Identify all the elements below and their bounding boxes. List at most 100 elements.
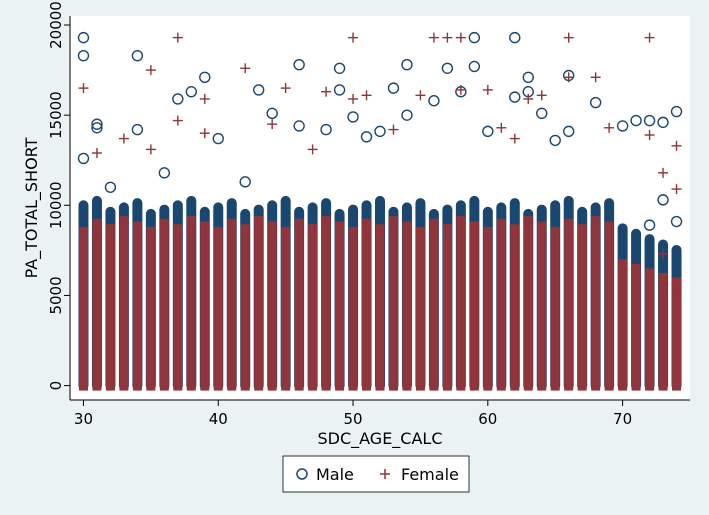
legend-box — [282, 455, 470, 493]
point-male — [670, 215, 683, 228]
point-male — [199, 71, 211, 83]
point-male — [131, 123, 144, 136]
point-female — [145, 144, 156, 155]
density-band-female — [186, 216, 196, 391]
density-band-female — [227, 218, 237, 391]
density-band-female — [456, 216, 466, 391]
point-female — [118, 133, 129, 144]
y-tick-label: 0 — [47, 381, 65, 391]
point-male — [185, 86, 198, 98]
density-band-female — [375, 224, 385, 391]
density-band-female — [173, 224, 183, 391]
y-axis-ticks: 0 5000 10000 15000 20000 — [47, 1, 70, 390]
density-band-female — [658, 272, 668, 391]
density-band-female — [591, 216, 601, 391]
point-female — [671, 184, 682, 195]
point-male — [509, 31, 521, 44]
point-female — [671, 140, 682, 151]
point-male — [468, 31, 481, 44]
point-male — [643, 219, 656, 231]
density-band-female — [105, 224, 115, 391]
density-band-female — [523, 216, 533, 391]
point-male — [401, 109, 413, 121]
point-female — [644, 129, 655, 140]
point-female — [172, 115, 183, 126]
x-axis-ticks: 30 40 50 60 70 — [74, 400, 632, 428]
density-band-female — [510, 224, 520, 391]
y-tick-label: 10000 — [47, 181, 65, 229]
point-female — [348, 93, 359, 104]
legend-marker-male — [296, 468, 308, 480]
density-band-female — [78, 226, 88, 391]
point-male — [482, 125, 494, 138]
density-band-female — [240, 224, 250, 391]
density-band-female — [577, 224, 587, 391]
point-male — [670, 105, 683, 118]
point-male — [374, 125, 386, 138]
point-female — [604, 122, 615, 133]
point-male — [333, 84, 346, 96]
point-male — [401, 58, 413, 71]
density-band-female — [335, 221, 345, 391]
point-male — [77, 31, 90, 44]
density-band-female — [537, 221, 547, 391]
point-male — [536, 107, 548, 120]
x-tick-label: 70 — [613, 410, 632, 428]
point-male — [91, 118, 103, 130]
point-male — [212, 132, 224, 145]
point-male — [509, 91, 521, 103]
density-band-female — [672, 277, 682, 391]
point-female — [442, 32, 453, 43]
x-tick-label: 50 — [343, 410, 362, 428]
point-female — [658, 248, 669, 259]
density-band-female — [213, 226, 223, 391]
point-female — [280, 83, 291, 94]
point-male — [616, 120, 629, 132]
point-male — [347, 111, 359, 123]
legend: Male Female — [282, 455, 470, 493]
point-female — [348, 32, 359, 43]
legend-marker-female — [380, 469, 390, 479]
x-tick-label: 60 — [478, 410, 497, 428]
x-tick-label: 40 — [209, 410, 228, 428]
density-band-female — [483, 226, 493, 391]
point-male — [266, 107, 278, 120]
point-female — [671, 288, 682, 299]
point-male — [643, 114, 656, 127]
x-tick-label: 30 — [74, 410, 93, 428]
density-band-female — [645, 268, 655, 391]
point-male — [131, 49, 144, 62]
point-female — [199, 93, 210, 104]
density-band-female — [469, 221, 479, 391]
density-band-female — [281, 226, 291, 391]
point-female — [563, 72, 574, 83]
point-female — [240, 63, 251, 74]
point-female — [523, 93, 534, 104]
point-female — [91, 148, 102, 159]
point-female — [644, 32, 655, 43]
density-band-female — [294, 218, 304, 391]
y-tick-label: 20000 — [47, 1, 65, 49]
point-female — [307, 144, 318, 155]
point-male — [657, 116, 669, 129]
density-band-female — [254, 216, 264, 391]
density-band-female — [388, 216, 398, 391]
data-points — [77, 31, 683, 391]
legend-label-male: Male — [316, 465, 354, 484]
point-male — [387, 82, 400, 94]
legend-label-female: Female — [401, 465, 459, 484]
density-band-female — [267, 221, 277, 391]
density-band-female — [442, 224, 452, 391]
density-band-female — [362, 218, 372, 391]
point-male — [77, 49, 90, 62]
point-female — [428, 32, 439, 43]
point-female — [496, 122, 507, 133]
point-female — [658, 167, 669, 178]
point-male — [77, 152, 90, 165]
point-male — [441, 62, 454, 74]
point-male — [320, 123, 332, 136]
point-female — [415, 90, 426, 101]
density-band-female — [321, 216, 331, 391]
point-male — [91, 122, 103, 134]
